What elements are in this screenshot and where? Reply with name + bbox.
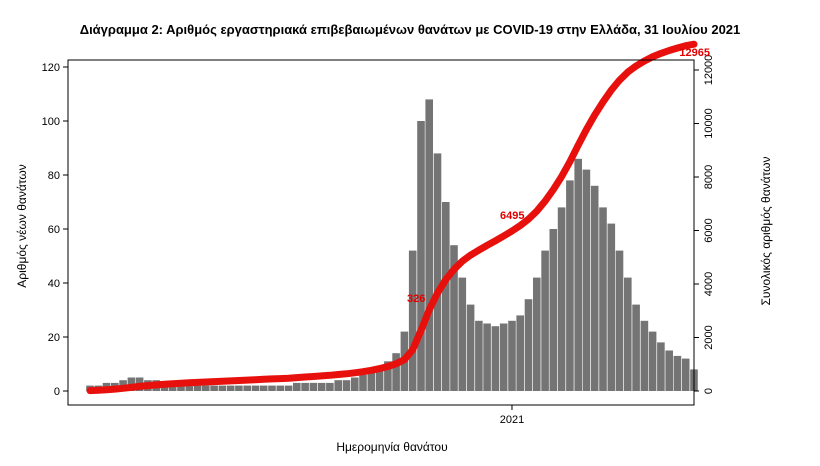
bar-56 <box>549 229 558 391</box>
y-tick-label-0: 0 <box>54 386 60 398</box>
bar-50 <box>499 323 508 391</box>
y-tick-label-4: 80 <box>48 170 60 182</box>
cumulative-line <box>86 40 698 395</box>
bar-67 <box>640 320 649 391</box>
bar-14 <box>202 385 210 391</box>
bar-69 <box>657 342 665 391</box>
bar-30 <box>334 380 342 391</box>
labels-group: 326 6495 12965 <box>407 47 710 305</box>
bar-19 <box>243 385 251 391</box>
bar-39 <box>408 250 417 391</box>
x-axis-title: Ημερομηνία θανάτου <box>336 440 447 454</box>
bar-64 <box>615 250 624 391</box>
bar-25 <box>293 382 301 391</box>
bar-61 <box>590 185 599 391</box>
y-tick-label-1: 20 <box>48 332 60 344</box>
bar-27 <box>309 382 318 391</box>
bar-37 <box>392 353 400 391</box>
bar-43 <box>442 202 450 391</box>
bar-57 <box>557 207 566 391</box>
bar-55 <box>541 250 549 391</box>
cumulative-label-0: 326 <box>407 293 425 305</box>
bar-29 <box>326 382 334 391</box>
bar-41 <box>425 99 433 392</box>
x-tick-label-0: 2021 <box>500 414 524 426</box>
cumulative-label-2: 12965 <box>679 47 710 59</box>
y2-tick-label-2: 4000 <box>703 272 715 296</box>
bar-51 <box>508 320 516 391</box>
bar-18 <box>235 385 243 391</box>
y-tick-label-3: 60 <box>48 224 60 236</box>
bar-33 <box>359 374 367 391</box>
bar-36 <box>384 361 392 391</box>
bar-62 <box>599 207 607 391</box>
plot-frame <box>67 59 695 406</box>
bar-20 <box>251 385 260 391</box>
bar-47 <box>475 320 483 391</box>
bar-31 <box>342 380 351 391</box>
bar-40 <box>417 121 425 391</box>
y2-tick-label-3: 6000 <box>703 218 715 242</box>
bar-60 <box>582 169 591 391</box>
bar-65 <box>624 277 632 391</box>
bar-66 <box>632 304 640 391</box>
cumulative-label-1: 6495 <box>500 210 524 222</box>
bar-54 <box>533 277 541 391</box>
bar-53 <box>524 299 533 391</box>
bar-49 <box>491 326 500 391</box>
bar-52 <box>516 315 524 391</box>
bar-45 <box>458 277 467 391</box>
bar-13 <box>193 385 202 391</box>
axes-group: 0 20 40 60 80 100 120 0 2000 4000 6000 8000 10000 120… <box>15 55 773 454</box>
bar-11 <box>177 382 185 391</box>
bar-15 <box>210 385 218 391</box>
bar-59 <box>574 158 582 391</box>
bar-12 <box>185 385 194 391</box>
bar-16 <box>218 385 227 391</box>
bar-26 <box>301 382 309 391</box>
bar-22 <box>268 385 276 391</box>
bar-71 <box>673 355 682 391</box>
bar-58 <box>566 180 574 391</box>
y-tick-label-5: 100 <box>42 116 60 128</box>
y2-axis-title: Συνολικός αριθμός θανάτων <box>759 156 773 305</box>
bar-23 <box>276 385 285 391</box>
y-axis-title: Αριθμός νέων θανάτων <box>15 164 29 287</box>
y2-tick-label-5: 10000 <box>703 108 715 139</box>
bar-17 <box>226 385 235 391</box>
y-tick-label-6: 120 <box>42 62 60 74</box>
bar-24 <box>284 385 293 391</box>
bar-21 <box>259 385 268 391</box>
y2-tick-label-0: 0 <box>703 388 715 394</box>
bars-group <box>86 99 698 392</box>
bar-72 <box>681 358 690 391</box>
bar-44 <box>450 245 458 391</box>
bar-48 <box>483 323 491 391</box>
bar-32 <box>351 377 359 391</box>
bar-35 <box>375 366 384 391</box>
bar-46 <box>466 304 475 391</box>
cumulative-line-group <box>86 40 698 395</box>
bar-34 <box>367 372 376 391</box>
bar-28 <box>317 382 326 391</box>
chart-title: Διάγραμμα 2: Αριθμός εργαστηριακά επιβεβ… <box>79 22 741 37</box>
bar-68 <box>648 331 657 391</box>
y2-tick-label-1: 2000 <box>703 325 715 349</box>
bar-42 <box>433 153 442 391</box>
y2-tick-label-6: 12000 <box>703 55 715 86</box>
y-tick-label-2: 40 <box>48 278 60 290</box>
y2-tick-label-4: 8000 <box>703 165 715 189</box>
bar-70 <box>665 350 673 391</box>
bar-63 <box>607 223 616 391</box>
